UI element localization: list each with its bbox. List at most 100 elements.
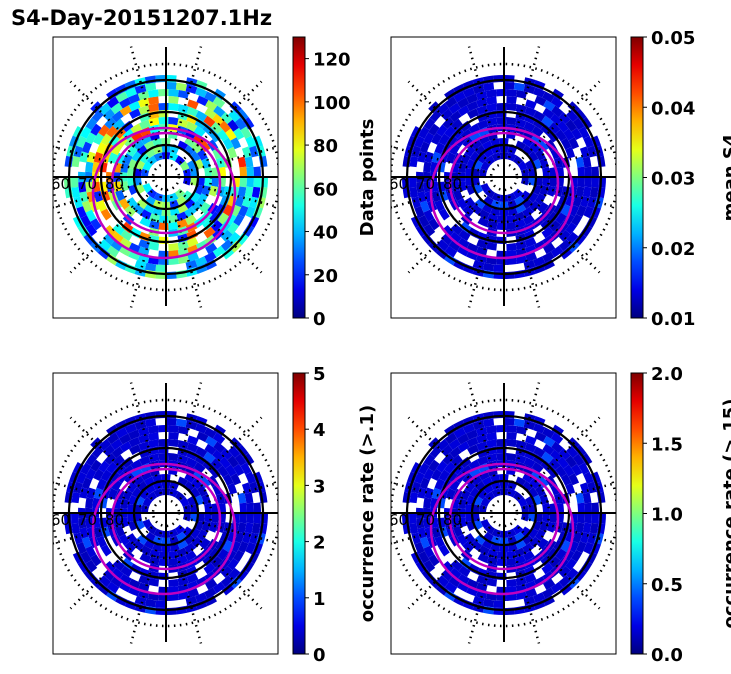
data-cell (448, 438, 461, 451)
data-cell (440, 569, 453, 582)
data-cell (546, 185, 557, 197)
data-cell (575, 186, 585, 198)
data-cell (486, 103, 497, 112)
data-cell (168, 453, 179, 462)
data-cell (145, 195, 156, 207)
data-cell (423, 497, 432, 509)
colorbar-tick-label: 40 (313, 223, 338, 244)
data-cell (73, 145, 83, 158)
data-cell (169, 192, 179, 202)
data-cell (523, 550, 535, 562)
colorbar-tick-label: 1 (313, 589, 326, 610)
data-cell (182, 168, 191, 177)
data-cell (236, 568, 249, 582)
data-cell (168, 89, 179, 97)
data-cell (81, 141, 92, 154)
data-cell (93, 151, 104, 164)
data-cell (115, 427, 128, 439)
data-cell (96, 478, 107, 491)
data-cell (102, 233, 115, 246)
data-cell (578, 126, 590, 139)
dotted-grid-spoke (184, 180, 278, 209)
data-cell (86, 151, 96, 163)
data-cell (566, 445, 579, 459)
auroral-oval-outer (429, 126, 575, 260)
data-cell (191, 536, 203, 549)
data-cell (419, 477, 430, 490)
data-cell (555, 212, 567, 225)
data-cell (142, 519, 153, 530)
data-cell (582, 186, 592, 198)
data-cell (142, 160, 153, 171)
data-cell (195, 110, 208, 122)
data-cell (112, 223, 125, 236)
data-cell (141, 168, 150, 177)
data-cell (563, 128, 575, 141)
colorbar-tick-label: 0.05 (651, 28, 695, 49)
data-cell (520, 513, 529, 522)
data-cell (411, 481, 421, 494)
data-cell (155, 264, 166, 272)
data-cell (533, 256, 546, 267)
data-cell (477, 488, 488, 500)
data-cell (466, 242, 479, 254)
data-cell (153, 528, 163, 538)
data-cell (140, 209, 152, 220)
data-cell (491, 192, 501, 202)
data-cell (587, 196, 597, 209)
figure-title: S4-Day-20151207.1Hz (11, 6, 273, 30)
dotted-grid-spoke (507, 46, 541, 159)
data-cell (431, 487, 442, 500)
data-cell (482, 262, 495, 272)
data-cell (81, 477, 92, 490)
data-cell (557, 456, 569, 469)
colorbar-tick-label: 5 (313, 364, 326, 385)
data-cell (119, 237, 132, 249)
dotted-grid-spoke (53, 180, 148, 209)
data-cell (514, 547, 526, 558)
data-cell (571, 213, 583, 227)
data-cell (124, 87, 137, 98)
data-cell (522, 136, 534, 148)
data-cell (220, 575, 234, 588)
data-cell (158, 222, 169, 231)
dotted-grid-spoke (467, 46, 501, 159)
data-cell (542, 443, 555, 456)
data-cell (127, 177, 135, 187)
data-cell (565, 455, 577, 468)
data-cell (115, 525, 126, 538)
data-cell (418, 462, 430, 475)
data-cell (177, 425, 190, 435)
data-cell (572, 195, 583, 208)
data-cell (148, 220, 160, 230)
data-cell (85, 517, 94, 529)
data-cell (558, 575, 572, 588)
data-cell (148, 578, 159, 587)
data-cell (131, 487, 143, 499)
data-cell (132, 203, 145, 216)
auroral-oval-outer (91, 462, 237, 596)
data-cell (146, 491, 157, 502)
data-cell (186, 442, 199, 453)
data-cell (431, 468, 442, 481)
data-cell (185, 214, 197, 226)
data-cell (71, 186, 81, 199)
data-cell (217, 465, 229, 478)
data-cell (249, 532, 259, 545)
data-cell (578, 462, 590, 475)
data-cell (482, 598, 495, 608)
data-cell (126, 481, 138, 493)
data-cell (506, 96, 517, 104)
colorbar-tick-label: 0.02 (651, 239, 695, 260)
dotted-grid-spoke (129, 382, 163, 495)
data-cell (93, 487, 104, 500)
panel-occurrence-rate-01: 60 70 80 0 1 2 3 4 5 occurrence rate (>.1) (52, 364, 378, 666)
data-cell (470, 539, 483, 552)
data-cell (506, 593, 517, 601)
data-cell (219, 456, 231, 469)
data-cell (587, 532, 597, 545)
data-cell (76, 542, 87, 555)
data-cell (558, 565, 571, 578)
data-cell (168, 103, 179, 112)
